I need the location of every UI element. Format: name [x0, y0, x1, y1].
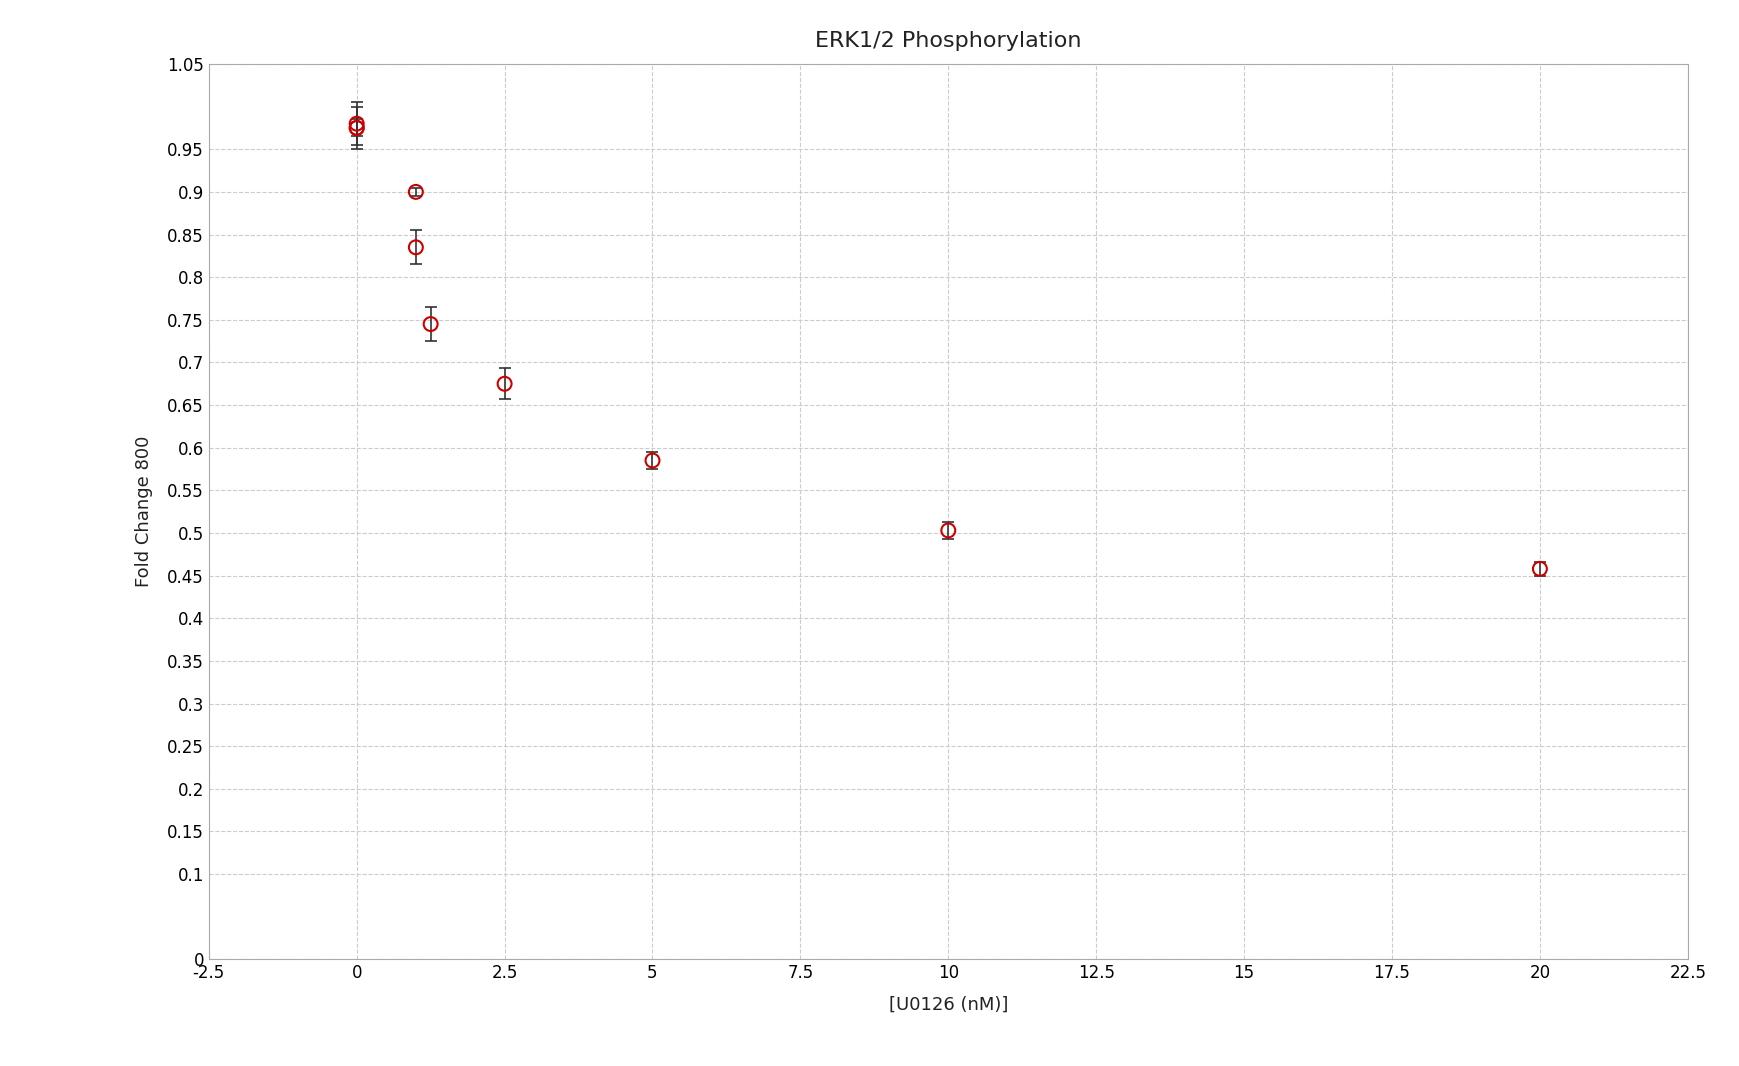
Point [934, 522, 962, 539]
Point [638, 452, 666, 469]
Point [402, 239, 430, 256]
Point [343, 119, 370, 136]
X-axis label: [U0126 (nM)]: [U0126 (nM)] [889, 996, 1007, 1014]
Point [1525, 561, 1553, 578]
Point [417, 316, 445, 333]
Point [490, 375, 518, 392]
Title: ERK1/2 Phosphorylation: ERK1/2 Phosphorylation [814, 31, 1082, 51]
Point [343, 115, 370, 132]
Point [402, 183, 430, 200]
Point [343, 119, 370, 136]
Y-axis label: Fold Change 800: Fold Change 800 [136, 436, 153, 587]
